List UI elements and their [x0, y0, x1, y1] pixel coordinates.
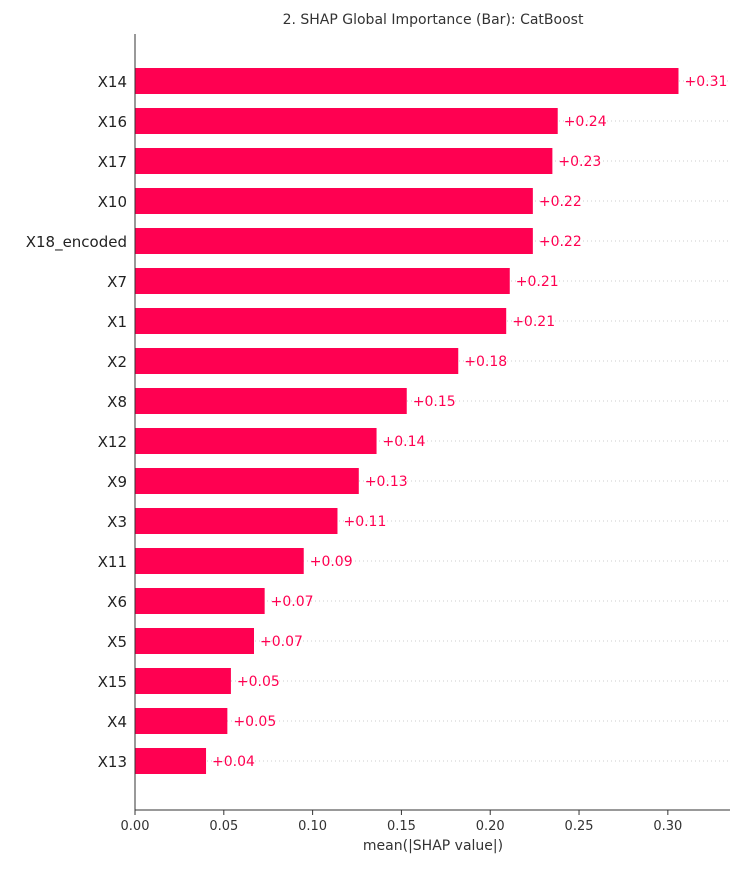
- value-labels: +0.31 +0.24 +0.23 +0.22 +0.22 +0.21 +0.21 +0.18…: [212, 74, 727, 770]
- grid-lines: [135, 80, 730, 762]
- category-label: X18_encoded: [26, 233, 127, 252]
- value-label: +0.21: [516, 274, 559, 290]
- value-label: +0.22: [539, 194, 582, 210]
- category-label: X8: [107, 393, 127, 411]
- category-label: X13: [98, 753, 127, 771]
- category-label: X4: [107, 713, 127, 731]
- bar-x9: [135, 468, 359, 494]
- value-label: +0.22: [539, 234, 582, 250]
- bar-x14: [135, 68, 679, 94]
- value-label: +0.15: [413, 394, 456, 410]
- x-axis-label: mean(|SHAP value|): [363, 838, 503, 854]
- axes: 0.00 0.05 0.10 0.15 0.20 0.25 0.30: [121, 34, 730, 834]
- bar-x8: [135, 388, 407, 414]
- x-tick-label: 0.10: [298, 819, 327, 834]
- category-label: X1: [107, 313, 127, 331]
- x-tick-label: 0.25: [565, 819, 594, 834]
- bar-x1: [135, 308, 507, 334]
- bar-x17: [135, 148, 553, 174]
- category-label: X7: [107, 273, 127, 291]
- bar-x16: [135, 108, 558, 134]
- value-label: +0.09: [310, 554, 353, 570]
- category-label: X9: [107, 473, 127, 491]
- category-label: X5: [107, 633, 127, 651]
- bar-x5: [135, 628, 254, 654]
- value-label: +0.05: [237, 674, 280, 690]
- value-label: +0.18: [464, 354, 507, 370]
- value-label: +0.07: [271, 594, 314, 610]
- category-label: X11: [98, 553, 127, 571]
- value-label: +0.14: [383, 434, 426, 450]
- bar-x7: [135, 268, 510, 294]
- category-label: X6: [107, 593, 127, 611]
- x-tick-label: 0.00: [121, 819, 150, 834]
- category-label: X14: [98, 73, 127, 91]
- bar-x18-encoded: [135, 228, 533, 254]
- x-tick-label: 0.20: [476, 819, 505, 834]
- category-label: X16: [98, 113, 127, 131]
- x-tick-label: 0.15: [387, 819, 416, 834]
- category-label: X12: [98, 433, 127, 451]
- value-label: +0.21: [512, 314, 555, 330]
- category-label: X17: [98, 153, 127, 171]
- value-label: +0.04: [212, 754, 255, 770]
- bar-x12: [135, 428, 377, 454]
- category-label: X3: [107, 513, 127, 531]
- value-label: +0.31: [684, 74, 727, 90]
- value-label: +0.11: [343, 514, 386, 530]
- value-label: +0.05: [233, 714, 276, 730]
- bars: [135, 68, 679, 774]
- x-tick-label: 0.05: [209, 819, 238, 834]
- bar-x15: [135, 668, 231, 694]
- chart-title: 2. SHAP Global Importance (Bar): CatBoos…: [283, 12, 584, 28]
- bar-x2: [135, 348, 459, 374]
- x-tick-label: 0.30: [653, 819, 682, 834]
- category-labels: X14 X16 X17 X10 X18_encoded X7 X1 X2 X8 X12 X9 X3 X1…: [26, 73, 127, 771]
- bar-x6: [135, 588, 265, 614]
- bar-x4: [135, 708, 228, 734]
- bar-x11: [135, 548, 304, 574]
- value-label: +0.23: [558, 154, 601, 170]
- bar-x10: [135, 188, 533, 214]
- category-label: X2: [107, 353, 127, 371]
- bar-x13: [135, 748, 207, 774]
- category-label: X15: [98, 673, 127, 691]
- category-label: X10: [98, 193, 127, 211]
- value-label: +0.24: [564, 114, 607, 130]
- bar-x3: [135, 508, 338, 534]
- value-label: +0.07: [260, 634, 303, 650]
- value-label: +0.13: [365, 474, 408, 490]
